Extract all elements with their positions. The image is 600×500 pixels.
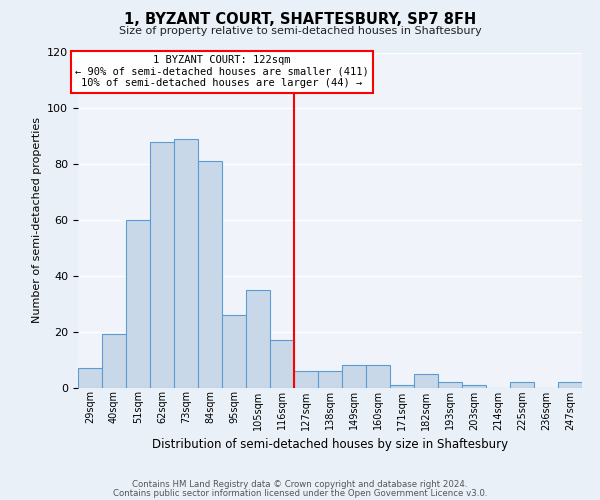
Bar xyxy=(246,290,270,388)
Bar xyxy=(222,315,246,388)
Bar xyxy=(174,139,198,388)
Y-axis label: Number of semi-detached properties: Number of semi-detached properties xyxy=(32,117,41,323)
Text: 1 BYZANT COURT: 122sqm
← 90% of semi-detached houses are smaller (411)
10% of se: 1 BYZANT COURT: 122sqm ← 90% of semi-det… xyxy=(75,56,369,88)
Bar xyxy=(270,340,294,388)
Bar xyxy=(366,365,390,388)
Bar xyxy=(102,334,126,388)
Bar xyxy=(558,382,582,388)
Text: Contains public sector information licensed under the Open Government Licence v3: Contains public sector information licen… xyxy=(113,489,487,498)
Bar xyxy=(318,371,342,388)
Bar xyxy=(390,384,414,388)
Text: Contains HM Land Registry data © Crown copyright and database right 2024.: Contains HM Land Registry data © Crown c… xyxy=(132,480,468,489)
Bar xyxy=(462,384,486,388)
Bar xyxy=(294,371,318,388)
Bar xyxy=(150,142,174,388)
Bar xyxy=(126,220,150,388)
X-axis label: Distribution of semi-detached houses by size in Shaftesbury: Distribution of semi-detached houses by … xyxy=(152,438,508,451)
Bar xyxy=(510,382,534,388)
Bar xyxy=(198,162,222,388)
Bar xyxy=(78,368,102,388)
Text: 1, BYZANT COURT, SHAFTESBURY, SP7 8FH: 1, BYZANT COURT, SHAFTESBURY, SP7 8FH xyxy=(124,12,476,28)
Bar xyxy=(438,382,462,388)
Bar xyxy=(414,374,438,388)
Text: Size of property relative to semi-detached houses in Shaftesbury: Size of property relative to semi-detach… xyxy=(119,26,481,36)
Bar xyxy=(342,365,366,388)
